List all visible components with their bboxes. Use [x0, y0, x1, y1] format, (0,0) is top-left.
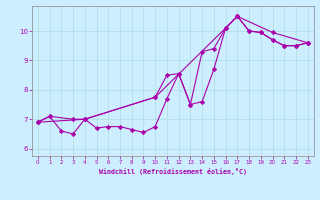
X-axis label: Windchill (Refroidissement éolien,°C): Windchill (Refroidissement éolien,°C): [99, 168, 247, 175]
